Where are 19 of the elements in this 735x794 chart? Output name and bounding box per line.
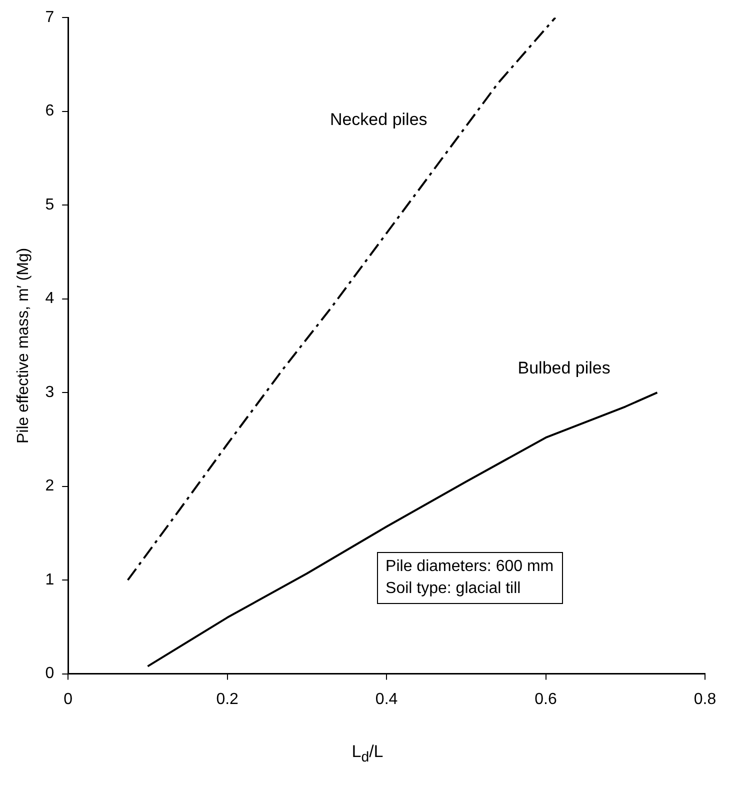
annotation: Soil type: glacial till	[386, 578, 522, 599]
y-axis-title: Pile effective mass, m′ (Mg)	[15, 248, 32, 444]
y-tick-label: 2	[45, 478, 54, 495]
y-tick-label: 4	[45, 290, 54, 308]
series-label: Necked piles	[330, 110, 428, 129]
x-tick-label: 0.2	[216, 690, 239, 708]
series-label: Bulbed piles	[518, 358, 610, 378]
y-tick-label: 0	[45, 665, 54, 682]
annotation: Pile diameters: 600 mm	[386, 556, 554, 577]
x-axis-title: L$_{d}$/L	[350, 742, 384, 766]
y-tick-label: 7	[45, 9, 54, 26]
y-tick-label: 3	[45, 384, 54, 401]
x-tick-label: 0.4	[375, 690, 398, 708]
y-tick-label: 6	[45, 102, 54, 120]
x-tick-label: 0.8	[694, 690, 716, 708]
x-tick-label: 0.6	[534, 690, 557, 708]
y-tick-label: 1	[45, 571, 54, 588]
y-tick-label: 5	[45, 196, 54, 214]
x-tick-label: 0	[64, 690, 73, 708]
